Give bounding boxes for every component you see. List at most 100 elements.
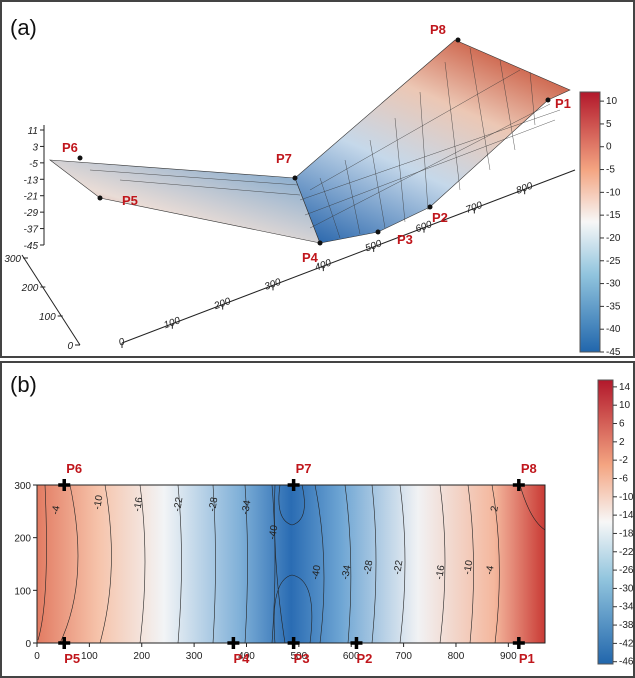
- colorbar-tick-label: -10: [606, 187, 621, 198]
- z-tick-label: -37: [24, 225, 39, 236]
- x-tick-label: 800: [515, 181, 535, 197]
- colorbar-tick-label: -5: [606, 165, 615, 176]
- y-tick-label: 200: [14, 534, 31, 545]
- panel-frame: [0, 0, 635, 358]
- point-label: P2: [357, 651, 373, 666]
- point-label: P8: [521, 461, 537, 476]
- contour-label: -4: [484, 564, 496, 575]
- contour-label: -22: [172, 496, 185, 513]
- point-label: P5: [122, 193, 138, 208]
- point-dot: [77, 155, 83, 161]
- panel-frame: [0, 361, 635, 678]
- point-marker: [58, 637, 71, 649]
- x-tick-label: 300: [186, 651, 203, 662]
- contour-label: -28: [362, 559, 375, 576]
- point-dot: [292, 175, 298, 181]
- contour-label: -10: [462, 559, 475, 576]
- colorbar-tick-label: 5: [606, 119, 612, 130]
- contour-label: -4: [50, 504, 62, 515]
- point-marker: [512, 479, 525, 491]
- contour-label: -10: [92, 494, 105, 511]
- contour-label: -16: [434, 564, 447, 581]
- point-label: P8: [430, 22, 446, 37]
- contour-label: -16: [132, 496, 145, 513]
- colorbar-tick-label: -30: [606, 279, 621, 290]
- colorbar-tick-label: -14: [619, 510, 634, 521]
- colorbar-tick-label: 10: [606, 96, 618, 107]
- point-dot: [427, 204, 433, 210]
- point-label: P5: [64, 651, 80, 666]
- contour-label: -40: [310, 564, 323, 581]
- x-axis: [121, 169, 576, 344]
- point-marker: [350, 637, 363, 649]
- z-tick-label: -29: [24, 208, 39, 219]
- point-dot: [455, 37, 461, 43]
- y-tick-label: 100: [39, 312, 56, 323]
- z-tick-label: 11: [28, 126, 38, 137]
- y-tick-label: 0: [67, 341, 73, 352]
- surface-left: [49, 159, 321, 244]
- colorbar-tick-label: -30: [619, 583, 634, 594]
- point-dot: [317, 240, 323, 246]
- contour-label: 2: [489, 505, 501, 513]
- colorbar-tick-label: -25: [606, 256, 621, 267]
- contour-label: -28: [207, 496, 220, 513]
- point-dot: [375, 229, 381, 235]
- point-label: P4: [233, 651, 250, 666]
- colorbar-tick-label: 2: [619, 437, 625, 448]
- x-tick-label: 600: [343, 651, 360, 662]
- colorbar-tick-label: 14: [619, 382, 631, 393]
- point-label: P3: [397, 232, 413, 247]
- colorbar-tick-label: -45: [606, 347, 621, 358]
- contour-label: -22: [392, 559, 405, 576]
- point-marker: [287, 637, 300, 649]
- colorbar-tick-label: -18: [619, 528, 634, 539]
- colorbar-tick-label: 10: [619, 400, 631, 411]
- y-tick-label: 0: [25, 639, 31, 650]
- point-marker: [287, 479, 300, 491]
- colorbar-tick-label: -6: [619, 473, 628, 484]
- colorbar-tick-label: -42: [619, 638, 634, 649]
- y-tick-label: 100: [14, 586, 31, 597]
- y-axis: [21, 254, 81, 346]
- x-tick-label: 900: [500, 651, 517, 662]
- x-tick-label: 500: [291, 651, 308, 662]
- colorbar: [579, 91, 601, 353]
- surface-mesh: [89, 47, 561, 239]
- colorbar-tick-label: 0: [606, 142, 612, 153]
- point-label: P7: [296, 461, 312, 476]
- point-label: P3: [294, 651, 310, 666]
- point-label: P1: [519, 651, 535, 666]
- panel-label: (b): [10, 372, 37, 397]
- x-tick-label: 500: [364, 238, 384, 254]
- point-label: P1: [555, 96, 571, 111]
- colorbar-tick-label: -46: [619, 657, 634, 668]
- x-tick-label: 400: [313, 257, 333, 273]
- colorbar-tick-label: -40: [606, 324, 621, 335]
- point-label: P6: [62, 140, 78, 155]
- x-tick-label: 700: [395, 651, 412, 662]
- colorbar-tick-label: -38: [619, 620, 634, 631]
- x-tick-label: 700: [464, 200, 484, 216]
- contour-label: -40: [267, 524, 280, 541]
- colorbar-tick-label: -10: [619, 492, 634, 503]
- colorbar-tick-label: 6: [619, 419, 625, 430]
- colorbar-tick-label: -20: [606, 233, 621, 244]
- colorbar-tick-label: -35: [606, 301, 621, 312]
- point-label: P7: [276, 151, 292, 166]
- point-label: P2: [432, 210, 448, 225]
- surface-right: [294, 39, 571, 244]
- point-dot: [545, 97, 551, 103]
- x-tick-label: 800: [448, 651, 465, 662]
- x-tick-label: 0: [117, 336, 126, 348]
- z-tick-label: 3: [32, 142, 38, 153]
- colorbar-tick-label: -15: [606, 210, 621, 221]
- point-label: P4: [302, 250, 319, 265]
- colorbar-tick-label: -34: [619, 602, 634, 613]
- y-tick-label: 200: [21, 283, 39, 294]
- point-dot: [97, 195, 103, 201]
- y-tick-label: 300: [14, 481, 31, 492]
- y-tick-label: 300: [4, 254, 21, 265]
